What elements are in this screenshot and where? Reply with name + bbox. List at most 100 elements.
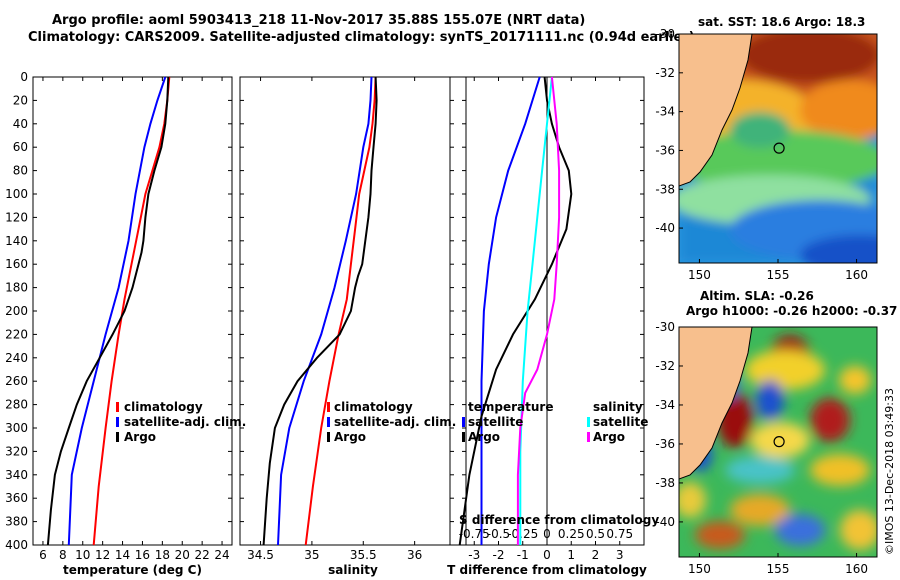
x-tick-label: 0: [543, 548, 551, 562]
x-top-tick-label: -0.25: [507, 527, 538, 541]
x-tick-label: 18: [155, 548, 170, 562]
x-axis-label: T difference from climatology: [447, 563, 647, 577]
map-y-tick-label: -40: [655, 221, 675, 235]
difference-legend: temperature satellite Argo salinity sate…: [459, 400, 659, 527]
y-tick-label: 240: [5, 351, 28, 365]
y-tick-label: 300: [5, 421, 28, 435]
map-y-tick-label: -38: [655, 476, 675, 490]
legend-label-t-satellite: satellite: [468, 415, 523, 429]
argo-float-marker: [773, 436, 785, 448]
x-tick-label: 3: [616, 548, 624, 562]
australia-land: [679, 34, 753, 187]
y-tick-label: 340: [5, 468, 28, 482]
series-satellite-adj-clim-: [277, 76, 373, 546]
legend-label-climatology: climatology: [334, 400, 413, 414]
map-y-tick-label: -38: [655, 182, 675, 196]
legend-swatch-satellite: [116, 417, 119, 427]
x-tick-label: 8: [59, 548, 67, 562]
legend-label-argo: Argo: [124, 430, 156, 444]
x-tick-label: 10: [75, 548, 90, 562]
credit-text: ©IMOS 13-Dec-2018 03:49:33: [883, 388, 896, 555]
y-tick-label: 160: [5, 257, 28, 271]
y-tick-label: 40: [13, 117, 28, 131]
y-tick-label: 80: [13, 164, 28, 178]
y-tick-label: 140: [5, 234, 28, 248]
plot-temperature: 0 20 40 60 80 100 120 140 160 180 200 220 240 260 280 3…: [5, 70, 233, 577]
y-tick-label: 120: [5, 210, 28, 224]
legend-swatch-argo: [116, 432, 119, 442]
legend-title-temperature: temperature: [468, 400, 553, 414]
series-argo: [262, 76, 378, 546]
series-climatology: [92, 76, 171, 546]
legend-swatch-s-argo: [587, 432, 590, 442]
x-tick-label: 35: [304, 548, 319, 562]
series-s-argo: [516, 76, 561, 545]
x-tick-label: -2: [493, 548, 505, 562]
temperature-legend: climatology satellite-adj. clim. Argo: [116, 400, 246, 444]
sla-map-axes: -30 -32 -34 -36 -38 -40 150 155 160: [655, 320, 878, 576]
series-climatology: [304, 76, 377, 546]
x-tick-label: 12: [95, 548, 110, 562]
y-tick-label: 60: [13, 140, 28, 154]
argo-float-marker: [773, 142, 785, 154]
map-x-tick-label: 160: [845, 268, 868, 282]
x-tick-label: 24: [214, 548, 229, 562]
series-t-argo: [458, 76, 573, 546]
legend-label-argo: Argo: [334, 430, 366, 444]
sst-map-title: sat. SST: 18.6 Argo: 18.3: [698, 15, 865, 29]
x-tick-label: 22: [195, 548, 210, 562]
x-tick-label: 16: [135, 548, 150, 562]
map-x-tick-label: 150: [688, 268, 711, 282]
map-y-tick-label: -36: [655, 143, 675, 157]
x-tick-label: -1: [517, 548, 529, 562]
legend-swatch-t-argo: [462, 432, 465, 442]
map-y-tick-label: -36: [655, 437, 675, 451]
x-tick-label: 6: [39, 548, 47, 562]
salinity-legend: climatology satellite-adj. clim. Argo: [327, 400, 456, 444]
x-top-tick-label: 0.25: [558, 527, 585, 541]
x-top-tick-label: -0.75: [459, 527, 490, 541]
x-tick-label: 1: [567, 548, 575, 562]
x-top-tick-label: -0.5: [487, 527, 510, 541]
x-tick-label: 36: [407, 548, 422, 562]
legend-swatch-t-satellite: [462, 417, 465, 427]
x-tick-label: 20: [175, 548, 190, 562]
x-top-tick-label: 0: [543, 527, 551, 541]
x-tick-label: -3: [468, 548, 480, 562]
x-tick-label: 35.5: [350, 548, 377, 562]
legend-swatch-satellite: [327, 417, 330, 427]
map-y-tick-label: -32: [655, 359, 675, 373]
plot-frame: [32, 76, 233, 546]
legend-title-salinity: salinity: [593, 400, 643, 414]
x-top-tick-label: 0.75: [606, 527, 633, 541]
legend-label-climatology: climatology: [124, 400, 203, 414]
legend-label-satellite: satellite-adj. clim.: [334, 415, 456, 429]
series-argo: [46, 76, 170, 546]
y-tick-label: 320: [5, 444, 28, 458]
y-tick-label: 380: [5, 515, 28, 529]
header-line-1: Argo profile: aoml 5903413_218 11-Nov-20…: [52, 13, 586, 28]
y-tick-label: 220: [5, 327, 28, 341]
plot-salinity: 34.5 35 35.5 36 salinity: [239, 76, 467, 577]
map-y-tick-label: -30: [655, 320, 675, 334]
legend-swatch-climatology: [327, 402, 330, 412]
map-y-tick-label: -32: [655, 66, 675, 80]
y-tick-label: 0: [20, 70, 28, 84]
map-y-tick-label: -40: [655, 515, 675, 529]
y-tick-label: 280: [5, 398, 28, 412]
legend-label-t-argo: Argo: [468, 430, 500, 444]
series-satellite-adj-clim-: [67, 76, 167, 546]
map-x-tick-label: 150: [688, 562, 711, 576]
australia-land: [679, 327, 753, 480]
map-x-tick-label: 155: [767, 562, 790, 576]
legend-swatch-s-satellite: [587, 417, 590, 427]
sla-map-title-2: Argo h1000: -0.26 h2000: -0.37: [686, 304, 897, 318]
x-top-tick-label: 0.5: [586, 527, 605, 541]
s-difference-axis-label: S difference from climatology: [459, 513, 659, 527]
plot-difference: -3 -2 -1 0 1 2 3 -0.75-0.5-0.25 0 0.25 0.5 0.75 T di…: [447, 76, 647, 577]
plot-frame: [239, 76, 467, 546]
y-tick-label: 180: [5, 281, 28, 295]
map-y-tick-label: -34: [655, 105, 675, 119]
x-axis-label: temperature (deg C): [63, 563, 202, 577]
